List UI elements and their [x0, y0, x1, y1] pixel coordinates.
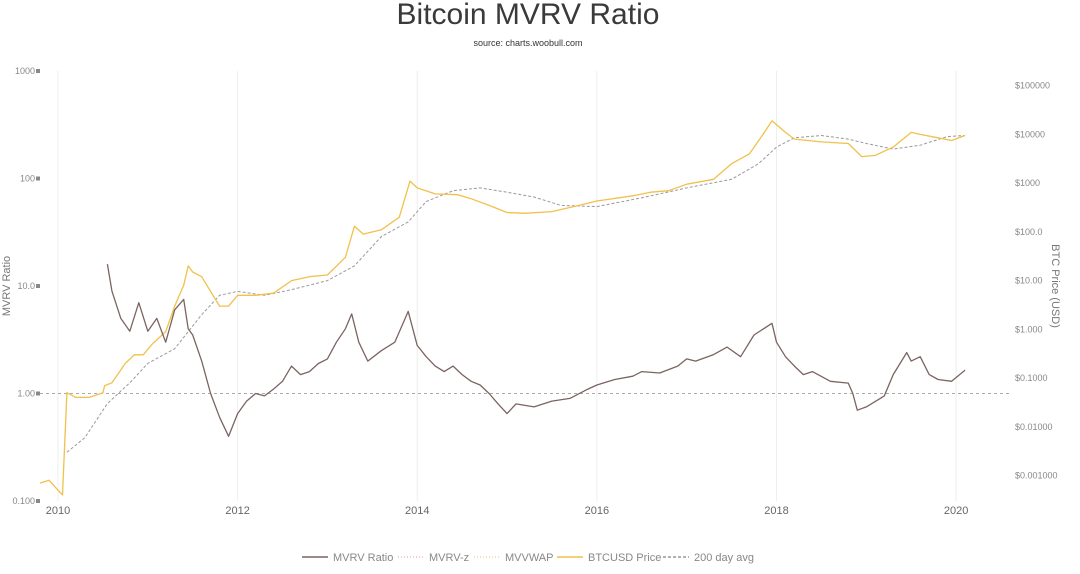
- y-right-tick-label: $100.0: [1015, 227, 1043, 237]
- legend-label[interactable]: MVRV Ratio: [333, 552, 393, 564]
- y-left-tick-mark: [36, 391, 40, 396]
- left-axis: 0.100 1.00 10.0 100 1000: [12, 66, 40, 506]
- y-axis-left-title: MVRV Ratio: [1, 256, 13, 316]
- series-line-mvrv-ratio: [106, 263, 966, 437]
- legend-label[interactable]: MVRV-z: [429, 552, 469, 564]
- x-tick-label: 2012: [225, 505, 249, 517]
- series-layer: [39, 120, 1010, 496]
- chart-subtitle: source: charts.woobull.com: [473, 38, 582, 48]
- x-tick-label: 2016: [585, 505, 609, 517]
- y-right-tick-label: $10000: [1015, 129, 1045, 139]
- y-left-tick-label: 100: [20, 174, 35, 184]
- y-left-tick-label: 10.0: [17, 281, 35, 291]
- legend: MVRV Ratio MVRV-z MVVWAP BTCUSD Price 200 da…: [302, 552, 754, 564]
- y-right-tick-label: $1.000: [1015, 324, 1043, 334]
- y-left-tick-label: 1.00: [17, 389, 35, 399]
- x-tick-label: 2010: [46, 505, 70, 517]
- y-right-tick-label: $0.001000: [1015, 471, 1058, 481]
- y-right-tick-label: $0.1000: [1015, 373, 1048, 383]
- y-left-tick-mark: [36, 176, 40, 181]
- y-right-tick-label: $10.00: [1015, 276, 1043, 286]
- legend-label[interactable]: 200 day avg: [694, 552, 754, 564]
- y-right-tick-label: $100000: [1015, 81, 1050, 91]
- y-right-tick-label: $1000: [1015, 178, 1040, 188]
- y-right-tick-label: $0.01000: [1015, 422, 1053, 432]
- chart-title: Bitcoin MVRV Ratio: [397, 0, 660, 31]
- x-axis: 2010 2012 2014 2016 2018 2020: [46, 505, 969, 517]
- x-tick-label: 2014: [405, 505, 429, 517]
- right-axis: $0.001000 $0.01000 $0.1000 $1.000 $10.00 $100…: [1015, 81, 1058, 481]
- grid: [57, 71, 957, 501]
- y-left-tick-mark: [36, 284, 40, 288]
- x-tick-label: 2020: [944, 505, 968, 517]
- y-left-tick-mark: [36, 69, 40, 73]
- series-line-btcusd-price: [39, 120, 966, 496]
- series-line-200-day-avg: [66, 135, 966, 453]
- y-left-tick-mark: [36, 499, 40, 503]
- y-left-tick-label: 0.100: [12, 496, 35, 506]
- legend-label[interactable]: MVVWAP: [505, 552, 554, 564]
- legend-label[interactable]: BTCUSD Price: [588, 552, 661, 564]
- x-tick-label: 2018: [764, 505, 788, 517]
- y-axis-right-title: BTC Price (USD): [1049, 244, 1061, 328]
- y-left-tick-label: 1000: [15, 66, 35, 76]
